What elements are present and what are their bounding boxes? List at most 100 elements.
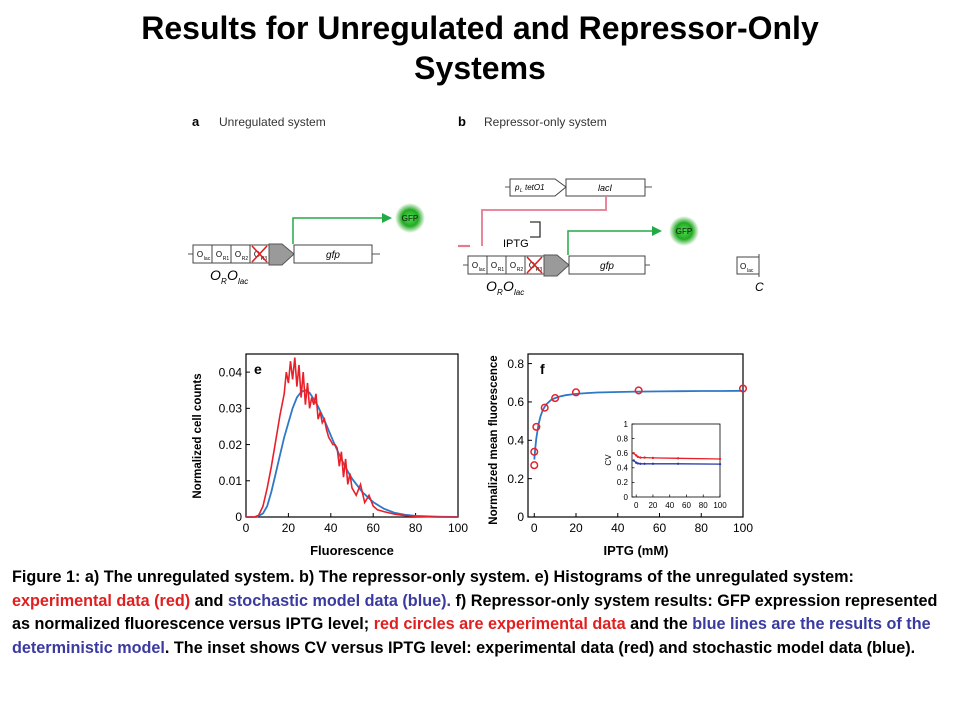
caption-text-5: . The inset shows CV versus IPTG level: …: [164, 638, 916, 657]
cropped-operator-sub: lac: [747, 268, 754, 274]
op-b-3: O: [510, 261, 516, 270]
op-a-1-sub: lac: [204, 256, 211, 262]
chart-f: f 0 20 40 60 80 100 00.20.40.60.8 IPTG (mM) N…: [488, 353, 753, 558]
inset-y-ticks: 0 0.2 0.4 0.6 0.8 1: [617, 420, 635, 502]
deterministic-model-line: [533, 389, 744, 460]
caption-blue-2: blue lines are the results of the determ…: [12, 615, 931, 657]
deletion-cross-a: [251, 245, 268, 263]
y-tick-label: 0.8: [617, 434, 629, 443]
iptg-label: IPTG: [503, 238, 529, 250]
caption-text-3: f) Repressor-only system results: GFP ex…: [12, 591, 938, 634]
op-b-1: O: [472, 261, 478, 270]
chart-e-frame: [245, 353, 459, 518]
cropped-label: C: [755, 280, 764, 294]
svg-text:R: R: [497, 288, 503, 297]
x-tick-label: 40: [611, 521, 625, 535]
op-b-2-sub: R1: [498, 267, 505, 273]
chart-e-y-ticks: 0 0.01 0.02 0.03 0.04: [219, 365, 250, 524]
inset-cv-point: [636, 462, 640, 465]
op-b-1-sub: lac: [479, 267, 486, 273]
gfp-protein-label-b: GFP: [676, 227, 692, 236]
chart-f-frame: [527, 353, 744, 518]
y-tick-label: 0.02: [219, 438, 243, 452]
svg-text:lac: lac: [238, 277, 248, 286]
svg-text:lac: lac: [514, 288, 524, 297]
gfp-gene-box-a: [293, 244, 373, 264]
caption-text-1: Figure 1: a) The unregulated system. b) …: [12, 568, 854, 586]
caption-blue-1: stochastic model data (blue).: [227, 591, 451, 610]
x-tick-label: 20: [569, 521, 583, 535]
inset-cv-point: [718, 457, 722, 461]
inset-cv-point: [634, 454, 638, 457]
x-tick-label: 60: [367, 521, 381, 535]
chart-e-x-ticks: 0 20 40 60 80 100: [243, 513, 468, 535]
figure: a Unregulated system O lac O R1 O R2 O R…: [188, 114, 764, 558]
op-a-1: O: [197, 250, 203, 259]
chart-e-xlabel: Fluorescence: [310, 543, 394, 558]
svg-text:O: O: [503, 278, 514, 294]
repressor-promoter-arrow: [509, 178, 567, 197]
chart-f-ylabel: Normalized mean fluorescence: [488, 355, 500, 524]
x-tick-label: 80: [695, 521, 709, 535]
inset-cv-point: [632, 459, 635, 462]
y-tick-label: 0: [517, 510, 524, 524]
y-tick-label: 0: [235, 510, 242, 524]
panel-a-title: Unregulated system: [219, 115, 326, 129]
caption-text-2: and: [190, 591, 228, 610]
slide-title: Results for Unregulated and Repressor-On…: [0, 8, 960, 88]
y-tick-label: 0.4: [507, 433, 524, 447]
expression-arrowhead-a: [382, 213, 392, 223]
inset-background: [602, 413, 722, 499]
caption-text-4: and the: [625, 615, 693, 633]
model-histogram-line: [246, 389, 459, 518]
gfp-gene-label-a: gfp: [326, 250, 340, 261]
x-tick-label: 80: [409, 521, 423, 535]
promoter-arrow-b: [543, 254, 570, 277]
chart-e: e 0 20 40 60 80 100 0 0.01 0.02 0.03 0.04 Fluores…: [192, 353, 468, 558]
experimental-point: [530, 447, 539, 456]
chart-e-ylabel: Normalized cell counts: [192, 373, 204, 498]
x-tick-label: 40: [324, 521, 338, 535]
x-tick-label: 100: [733, 521, 753, 535]
svg-text:O: O: [227, 267, 238, 283]
deletion-cross-b: [526, 256, 543, 274]
experimental-point: [738, 384, 748, 393]
inset-cv-point: [676, 462, 680, 465]
experimental-point: [532, 422, 541, 431]
promoter-arrow-a: [268, 243, 295, 266]
svg-text:R: R: [221, 277, 227, 286]
inset-series: [632, 452, 722, 466]
chart-f-x-ticks: 0 20 40 60 80 100: [531, 513, 753, 535]
experimental-point: [634, 386, 643, 395]
op-a-2: O: [216, 250, 222, 259]
y-tick-label: 0.4: [617, 464, 629, 473]
panel-b-letter: b: [458, 114, 466, 129]
x-tick-label: 0: [531, 521, 538, 535]
x-tick-label: 20: [282, 521, 296, 535]
inset-cv-point: [651, 462, 655, 465]
svg-text:O: O: [210, 267, 221, 283]
caption-red-1: experimental data (red): [12, 591, 191, 610]
inset-x-ticks: 0 20 40 60 80 100: [634, 494, 727, 510]
iptg-inhibition: [530, 221, 541, 238]
op-b-4: O: [529, 261, 535, 270]
op-a-4: O: [254, 250, 260, 259]
gfp-protein-label-a: GFP: [402, 214, 418, 223]
panel-a-letter: a: [192, 114, 200, 129]
expression-arrow-a: [292, 217, 382, 244]
inset-cv-point: [639, 456, 642, 459]
y-tick-label: 0: [624, 493, 629, 502]
inset-cv-point: [718, 462, 722, 466]
experimental-histogram-line: [246, 357, 458, 518]
inset-cv-point: [632, 452, 635, 455]
x-tick-label: 60: [682, 501, 691, 510]
inset-cv-point: [643, 462, 646, 465]
cropped-operator-label: O: [740, 262, 746, 271]
y-tick-label: 0.8: [507, 357, 524, 371]
chart-e-series: [246, 357, 459, 518]
gfp-protein-a: [395, 203, 425, 233]
op-b-3-sub: R2: [517, 267, 524, 273]
chart-f-inset: 0 20 40 60 80 100 0 0.2 0.4 0.6 0.8 1 CV: [602, 413, 727, 510]
inset-frame: [631, 423, 721, 498]
y-tick-label: 0.2: [507, 472, 524, 486]
